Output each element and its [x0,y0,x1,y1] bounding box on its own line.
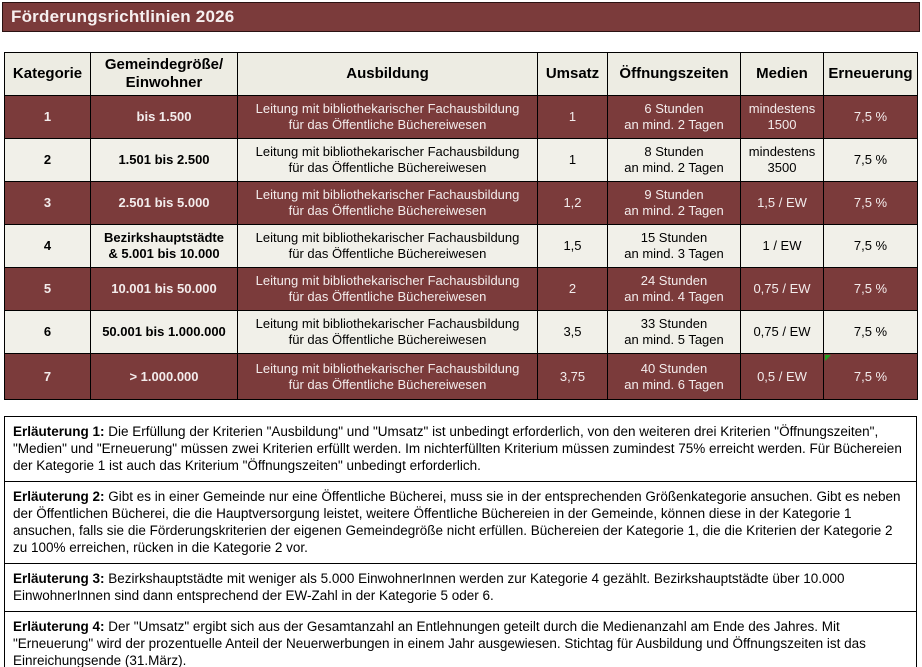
cell-ausbildung: Leitung mit bibliothekarischer Fachausbi… [237,353,538,400]
note-label: Erläuterung 2: [13,489,105,504]
cell-erneuerung: 7,5 % [823,267,918,311]
cell-medien: mindestens 1500 [740,95,824,139]
cell-kategorie: 3 [4,181,91,225]
note-erlaeuterung-1: Erläuterung 1: Die Erfüllung der Kriteri… [5,417,916,481]
note-erlaeuterung-2: Erläuterung 2: Gibt es in einer Gemeinde… [5,481,916,563]
cell-medien: 1,5 / EW [740,181,824,225]
col-header-medien: Medien [740,52,824,96]
col-header-kategorie: Kategorie [4,52,91,96]
cell-umsatz: 3,5 [537,310,608,354]
cell-oeffnungszeiten: 9 Stunden an mind. 2 Tagen [607,181,741,225]
cell-ausbildung: Leitung mit bibliothekarischer Fachausbi… [237,95,538,139]
cell-gemeinde: > 1.000.000 [90,353,238,400]
green-corner-marker [825,355,831,361]
page-title: Förderungsrichtlinien 2026 [2,2,920,32]
cell-kategorie: 1 [4,95,91,139]
cell-gemeinde: 2.501 bis 5.000 [90,181,238,225]
table-row-kategorie-1: 1 bis 1.500 Leitung mit bibliothekarisch… [4,95,918,139]
table-row-kategorie-6: 6 50.001 bis 1.000.000 Leitung mit bibli… [4,310,918,354]
cell-medien: 1 / EW [740,224,824,268]
cell-medien: 0,5 / EW [740,353,824,400]
cell-erneuerung: 7,5 % [823,181,918,225]
cell-gemeinde: 1.501 bis 2.500 [90,138,238,182]
cell-medien: 0,75 / EW [740,267,824,311]
table-row-kategorie-7: 7 > 1.000.000 Leitung mit bibliothekaris… [4,353,918,400]
cell-kategorie: 4 [4,224,91,268]
cell-oeffnungszeiten: 8 Stunden an mind. 2 Tagen [607,138,741,182]
cell-umsatz: 1 [537,95,608,139]
cell-oeffnungszeiten: 15 Stunden an mind. 3 Tagen [607,224,741,268]
cell-oeffnungszeiten: 24 Stunden an mind. 4 Tagen [607,267,741,311]
cell-umsatz: 1,2 [537,181,608,225]
cell-kategorie: 2 [4,138,91,182]
cell-erneuerung: 7,5 % [823,138,918,182]
cell-ausbildung: Leitung mit bibliothekarischer Fachausbi… [237,267,538,311]
cell-oeffnungszeiten: 33 Stunden an mind. 5 Tagen [607,310,741,354]
cell-gemeinde: 50.001 bis 1.000.000 [90,310,238,354]
cell-ausbildung: Leitung mit bibliothekarischer Fachausbi… [237,310,538,354]
note-label: Erläuterung 4: [13,619,105,634]
cell-umsatz: 1,5 [537,224,608,268]
cell-ausbildung: Leitung mit bibliothekarischer Fachausbi… [237,181,538,225]
col-header-umsatz: Umsatz [537,52,608,96]
cell-medien: 0,75 / EW [740,310,824,354]
table-row-kategorie-3: 3 2.501 bis 5.000 Leitung mit bibliothek… [4,181,918,225]
note-label: Erläuterung 3: [13,571,105,586]
note-text: Der "Umsatz" ergibt sich aus der Gesamta… [13,619,866,667]
cell-kategorie: 7 [4,353,91,400]
col-header-oeffnungszeiten: Öffnungszeiten [607,52,741,96]
cell-erneuerung: 7,5 % [823,353,918,400]
note-erlaeuterung-4: Erläuterung 4: Der "Umsatz" ergibt sich … [5,611,916,667]
table-row-kategorie-4: 4 Bezirkshauptstädte & 5.001 bis 10.000 L… [4,224,918,268]
note-text: Gibt es in einer Gemeinde nur eine Öffen… [13,489,901,555]
cell-ausbildung: Leitung mit bibliothekarischer Fachausbi… [237,224,538,268]
note-label: Erläuterung 1: [13,424,105,439]
table-row-kategorie-5: 5 10.001 bis 50.000 Leitung mit biblioth… [4,267,918,311]
cell-kategorie: 5 [4,267,91,311]
cell-oeffnungszeiten: 40 Stunden an mind. 6 Tagen [607,353,741,400]
cell-ausbildung: Leitung mit bibliothekarischer Fachausbi… [237,138,538,182]
header-row: Kategorie Gemeindegröße/ Einwohner Ausbi… [4,52,918,96]
note-text: Bezirkshauptstädte mit weniger als 5.000… [13,571,845,603]
cell-erneuerung: 7,5 % [823,224,918,268]
table-row-kategorie-2: 2 1.501 bis 2.500 Leitung mit bibliothek… [4,138,918,182]
cell-erneuerung: 7,5 % [823,310,918,354]
col-header-ausbildung: Ausbildung [237,52,538,96]
cell-umsatz: 3,75 [537,353,608,400]
note-text: Die Erfüllung der Kriterien "Ausbildung"… [13,424,902,473]
note-erlaeuterung-3: Erläuterung 3: Bezirkshauptstädte mit we… [5,563,916,611]
funding-criteria-table: Kategorie Gemeindegröße/ Einwohner Ausbi… [4,52,918,400]
cell-gemeinde: Bezirkshauptstädte & 5.001 bis 10.000 [90,224,238,268]
cell-oeffnungszeiten: 6 Stunden an mind. 2 Tagen [607,95,741,139]
cell-umsatz: 1 [537,138,608,182]
cell-gemeinde: bis 1.500 [90,95,238,139]
cell-erneuerung: 7,5 % [823,95,918,139]
cell-kategorie: 6 [4,310,91,354]
col-header-erneuerung: Erneuerung [823,52,918,96]
cell-gemeinde: 10.001 bis 50.000 [90,267,238,311]
cell-medien: mindestens 3500 [740,138,824,182]
cell-umsatz: 2 [537,267,608,311]
col-header-gemeinde: Gemeindegröße/ Einwohner [90,52,238,96]
explanations-box: Erläuterung 1: Die Erfüllung der Kriteri… [4,416,917,667]
